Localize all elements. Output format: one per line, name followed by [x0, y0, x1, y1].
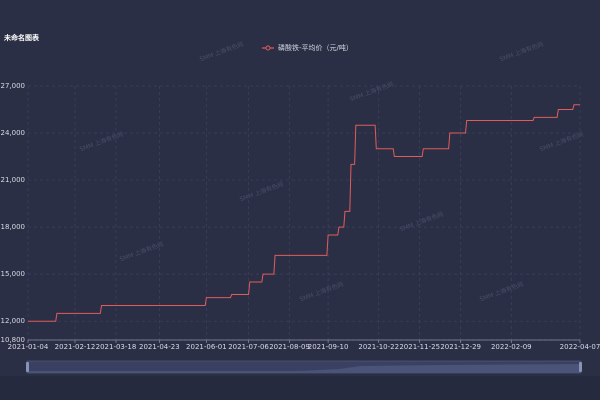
- legend-marker: [265, 45, 271, 51]
- y-tick-label: 24,000: [1, 129, 26, 137]
- y-tick-label: 27,000: [1, 82, 26, 90]
- chart-title: 未命名图表: [4, 33, 40, 42]
- zoom-handle[interactable]: [26, 362, 29, 372]
- x-tick-label: 2021-06-01: [186, 343, 227, 351]
- zoom-handle[interactable]: [579, 362, 582, 372]
- y-tick-label: 21,000: [1, 176, 26, 184]
- x-tick-label: 2021-01-04: [8, 343, 49, 351]
- x-tick-label: 2021-10-22: [358, 343, 399, 351]
- x-tick-label: 2021-12-29: [440, 343, 481, 351]
- y-tick-label: 18,000: [1, 223, 26, 231]
- x-tick-label: 2021-03-18: [96, 343, 137, 351]
- x-tick-label: 2021-11-25: [399, 343, 440, 351]
- y-tick-label: 15,000: [1, 270, 26, 278]
- legend-label: 磷酸铁-平均价（元/吨）: [278, 43, 353, 52]
- x-tick-label: 2021-09-10: [308, 343, 349, 351]
- x-tick-label: 2021-04-23: [139, 343, 180, 351]
- x-tick-label: 2022-04-07: [560, 343, 600, 351]
- line: [28, 104, 580, 322]
- x-tick-label: 2021-02-12: [55, 343, 96, 351]
- x-tick-label: 2021-07-06: [228, 343, 269, 351]
- x-tick-label: 2022-02-09: [491, 343, 532, 351]
- zoom-preview: [28, 364, 580, 373]
- footer: [0, 376, 600, 400]
- x-tick-label: 2021-08-09: [269, 343, 310, 351]
- y-tick-label: 10,800: [1, 336, 26, 344]
- y-tick-label: 12,000: [1, 317, 26, 325]
